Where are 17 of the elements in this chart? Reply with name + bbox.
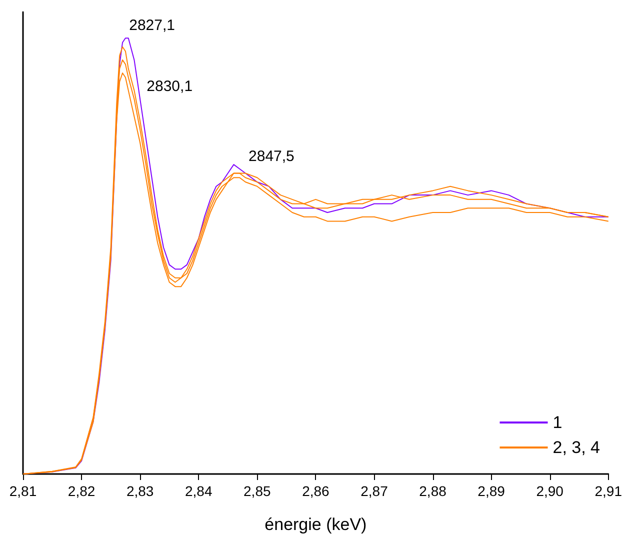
x-tick-label: 2,82 xyxy=(68,483,96,499)
x-tick-label: 2,88 xyxy=(419,483,447,499)
x-tick-label: 2,85 xyxy=(244,483,271,499)
x-tick-label: 2,91 xyxy=(594,483,622,499)
x-tick-label: 2,87 xyxy=(360,483,388,499)
annotation: 2827,1 xyxy=(129,17,175,34)
x-tick-label: 2,83 xyxy=(126,483,154,499)
x-axis-title: énergie (keV) xyxy=(264,515,367,534)
x-tick-label: 2,89 xyxy=(478,483,506,499)
legend-label: 1 xyxy=(552,413,562,432)
x-tick-label: 2,84 xyxy=(184,483,212,499)
annotation: 2830,1 xyxy=(146,78,193,96)
annotation: 2847,5 xyxy=(248,148,294,165)
x-tick-label: 2,81 xyxy=(9,483,37,499)
x-tick-label: 2,90 xyxy=(536,483,564,499)
legend-label: 2, 3, 4 xyxy=(552,438,600,457)
x-tick-label: 2,86 xyxy=(302,483,330,499)
